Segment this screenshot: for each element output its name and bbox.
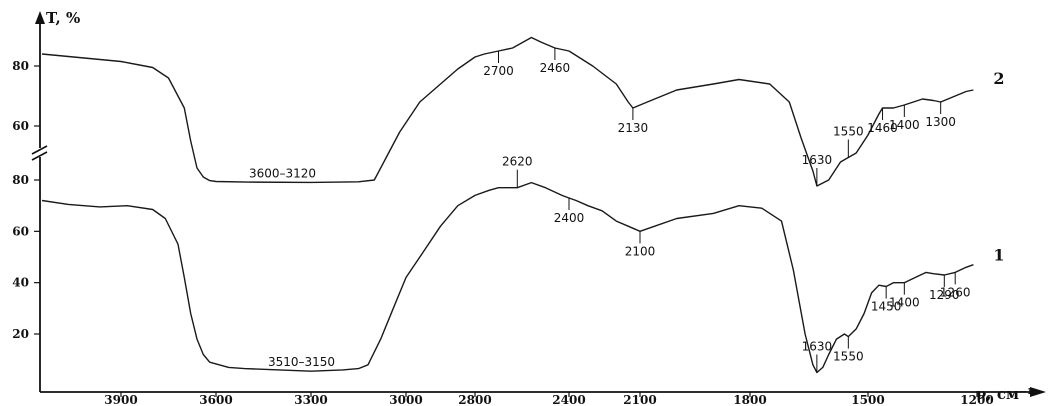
y-tick-label: 80	[12, 59, 29, 73]
peak-annotation: 3510–3150	[268, 355, 335, 369]
peak-annotation: 2620	[502, 155, 533, 188]
y-tick-label: 60	[12, 224, 29, 238]
peak-label: 1630	[802, 153, 833, 167]
peak-annotation: 1400	[889, 283, 920, 310]
x-tick-label: 3600	[199, 393, 232, 406]
peak-label: 2130	[618, 121, 649, 135]
x-tick-label: 1500	[851, 393, 884, 406]
y-tick-label: 80	[12, 173, 29, 187]
peak-label: 2460	[540, 61, 571, 75]
peak-label: 2400	[554, 211, 585, 225]
peak-label: 1550	[833, 125, 864, 139]
peak-label: 1550	[833, 350, 864, 364]
y-axis-label: T, %	[46, 9, 80, 27]
peak-label: 1400	[889, 296, 920, 310]
series-1-label: 1	[993, 246, 1004, 265]
peak-label: 2620	[502, 155, 533, 169]
x-tick-label: 2400	[552, 393, 585, 406]
peak-annotation: 1550	[833, 337, 864, 364]
x-tick-label: 1800	[733, 393, 766, 406]
peak-label: 2100	[625, 244, 656, 258]
peak-label: 1300	[925, 115, 956, 129]
peak-annotation: 2130	[618, 108, 649, 135]
x-tick-label: 2800	[458, 393, 491, 406]
peak-label: 3510–3150	[268, 355, 335, 369]
y-axis-arrow	[35, 11, 45, 24]
x-tick-label: 2100	[623, 393, 656, 406]
peak-label: 3600–3120	[249, 166, 316, 180]
peak-label: 1260	[940, 285, 971, 299]
y-tick-label: 60	[12, 119, 29, 133]
x-tick-label: 3900	[104, 393, 137, 406]
series-1-line	[42, 183, 973, 373]
peak-label: 1630	[802, 340, 833, 354]
peak-annotation: 1400	[889, 105, 920, 132]
series-2-label: 2	[993, 69, 1004, 88]
x-tick-label: 3300	[294, 393, 327, 406]
peak-annotation: 2700	[483, 51, 514, 78]
peak-annotation: 2460	[540, 48, 571, 75]
y-tick-label: 40	[12, 276, 29, 290]
y-tick-label: 20	[12, 327, 29, 341]
series-curves: 21	[42, 38, 1005, 373]
peak-annotation: 3600–3120	[249, 166, 316, 180]
peak-annotation: 1550	[833, 125, 864, 158]
peak-annotation: 1300	[925, 102, 956, 129]
peak-label: 2700	[483, 64, 514, 78]
peak-annotation: 2100	[625, 231, 656, 258]
x-tick-label: 3000	[389, 393, 422, 406]
x-axis-label: ν, см⁻¹	[976, 385, 1034, 403]
peak-label: 1400	[889, 118, 920, 132]
